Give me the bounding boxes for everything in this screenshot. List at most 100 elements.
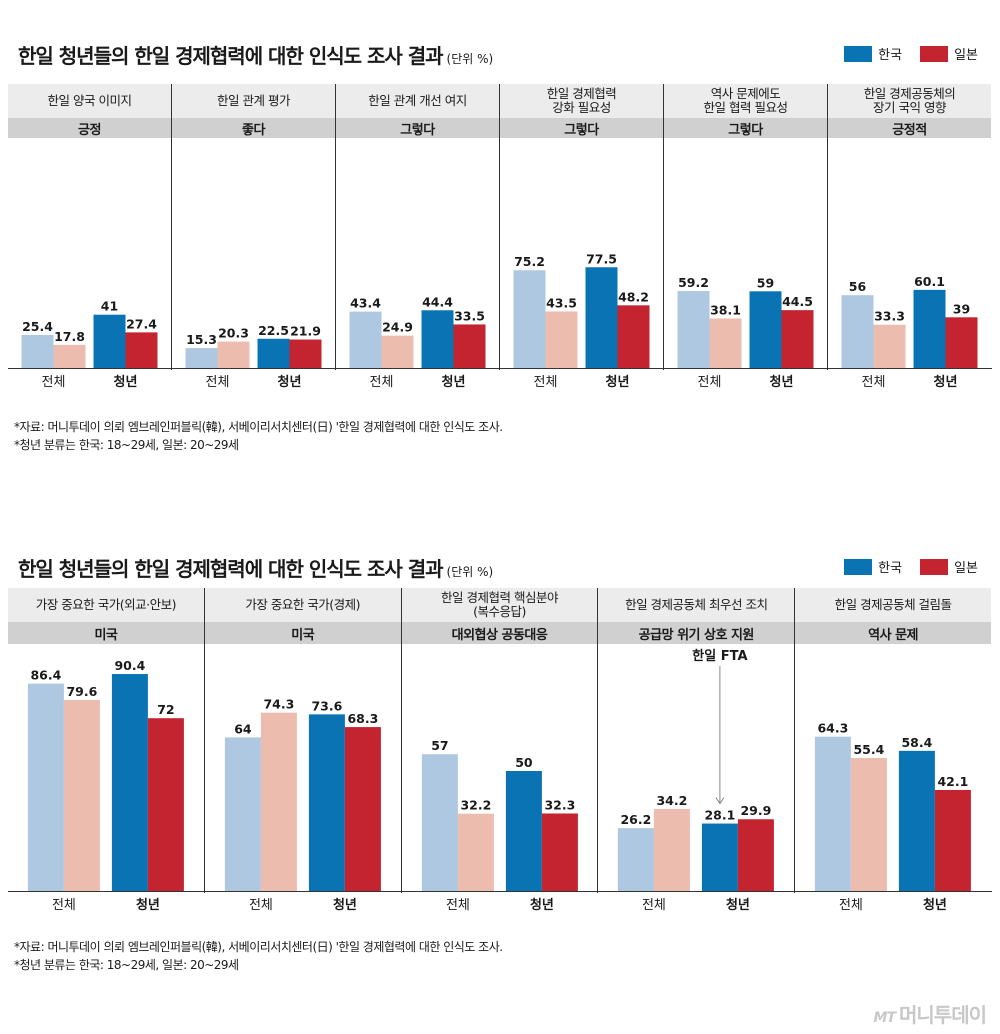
bar-value-label: 60.1 [914, 274, 945, 289]
bar-value-label: 32.3 [544, 797, 575, 812]
bar-value-label: 64.3 [818, 721, 849, 736]
bar-value-label: 50 [515, 755, 533, 770]
bar-value-label: 15.3 [186, 332, 217, 347]
bar-korea-all [513, 270, 546, 368]
bar-value-label: 90.4 [114, 658, 145, 673]
bar-value-label: 75.2 [514, 254, 545, 269]
source-line: *청년 분류는 한국: 18~29세, 일본: 20~29세 [14, 438, 239, 452]
annotation-arrow-head [715, 797, 725, 805]
bar-japan-all [63, 699, 100, 891]
bar-value-label: 22.5 [258, 323, 289, 338]
bar-korea-youth [257, 338, 290, 368]
legend-swatch-japan [920, 45, 949, 62]
category-label: 청년 [530, 897, 554, 913]
chart-panel: 한일 경제공동체 걸림돌 역사 문제 64.3 55.4 전체 58.4 42.1 청년 [795, 588, 991, 913]
bar-japan-all [709, 318, 742, 368]
bar-japan-youth [344, 727, 381, 891]
chart-panel: 한일 경제협력 핵심분야 (복수응답) 대외협상 공동대응 57 32.2 전체 50 32… [401, 588, 599, 913]
panel-answer: 긍정 [8, 118, 171, 138]
bar-japan-all [457, 813, 494, 891]
bar-japan-youth [738, 819, 775, 891]
bar-value-label: 55.4 [854, 742, 885, 757]
chart-title: 한일 청년들의 한일 경제협력에 대한 인식도 조사 결과 [18, 44, 444, 68]
panel-bars-svg: 64 74.3 전체 73.6 68.3 청년 [224, 697, 381, 913]
panel-bars-svg: 86.4 79.6 전체 90.4 72 청년 [27, 658, 184, 913]
bar-korea-youth [585, 267, 618, 368]
category-label: 청년 [923, 897, 947, 913]
bar-korea-youth [749, 291, 782, 368]
bar-value-label: 72 [157, 702, 174, 717]
legend-item-japan: 일본 [920, 44, 978, 63]
panel-bars-svg: 25.417.8 전체 41 27.4 청년 [21, 299, 158, 390]
chart-title-row: 한일 청년들의 한일 경제협력에 대한 인식도 조사 결과 (단위 %) [18, 553, 493, 593]
bar-korea-all [677, 291, 710, 368]
source-line: *자료: 머니투데이 의뢰 엠브레인퍼블릭(韓), 서베이리서치센터(日) '한… [14, 420, 503, 434]
panel-bars-svg: 15.3 20.3 전체 22.5 21.9 청년 [185, 323, 322, 390]
bar-japan-youth [125, 332, 158, 368]
bar-japan-all [654, 808, 691, 891]
source-note: *자료: 머니투데이 의뢰 엠브레인퍼블릭(韓), 서베이리서치센터(日) '한… [14, 938, 503, 974]
chart-panel: 한일 관계 평가 좋다 15.3 20.3 전체 22.5 21.9 청년 [172, 84, 336, 390]
chart-panel: 가장 중요한 국가(외교·안보) 미국 86.4 79.6 전체 90.4 72 청년 [8, 588, 205, 913]
bar-value-label: 28.1 [705, 808, 736, 823]
bar-japan-youth [453, 324, 486, 368]
bar-value-label: 58.4 [902, 735, 933, 750]
bar-value-label: 32.2 [460, 798, 491, 813]
panel-question: 가장 중요한 국가(외교·안보) [8, 588, 204, 622]
chart-unit: (단위 %) [446, 52, 494, 66]
category-label: 전체 [206, 375, 230, 390]
bar-value-label: 59.2 [678, 275, 709, 290]
bar-korea-all [421, 754, 458, 891]
panel-question: 한일 경제협력 핵심분야 (복수응답) [401, 588, 598, 622]
bar-value-label: 34.2 [657, 793, 688, 808]
chart-section-1: 한일 청년들의 한일 경제협력에 대한 인식도 조사 결과 (단위 %) 한국 … [0, 40, 1000, 460]
bar-korea-youth [93, 314, 126, 368]
category-label: 전체 [839, 898, 863, 913]
bar-value-label: 33.3 [874, 309, 905, 324]
chart-legend: 한국 일본 [844, 557, 978, 576]
bar-value-label: 59 [757, 275, 774, 290]
category-label: 청년 [726, 897, 750, 913]
category-label: 청년 [770, 374, 794, 390]
bar-value-label: 33.5 [454, 308, 485, 323]
bar-korea-youth [308, 714, 345, 891]
bar-value-label: 44.4 [422, 294, 453, 309]
panel-bars-svg: 56 33.3 전체 60.1 39 청년 [841, 274, 978, 390]
source-line: *자료: 머니투데이 의뢰 엠브레인퍼블릭(韓), 서베이리서치센터(日) '한… [14, 940, 503, 954]
chart-panel: 한일 양국 이미지 긍정 25.4 17.8 전체 41 27.4 청년 [8, 84, 172, 390]
bar-value-label: 43.4 [350, 296, 381, 311]
bar-value-label: 26.2 [621, 812, 652, 827]
panel-answer: 좋다 [172, 118, 335, 138]
bar-value-label: 44.5 [782, 294, 813, 309]
panel-answer: 미국 [204, 622, 401, 644]
bar-value-label: 57 [431, 738, 448, 753]
bar-japan-all [873, 324, 906, 368]
bar-value-label: 43.5 [546, 295, 577, 310]
bar-value-label: 20.3 [218, 326, 249, 341]
bar-korea-youth [899, 750, 936, 891]
bar-value-label: 48.2 [618, 289, 649, 304]
bar-value-label: 68.3 [347, 711, 378, 726]
bar-value-label: 38.1 [710, 302, 741, 317]
panel-question: 역사 문제에도 한일 협력 필요성 [664, 84, 827, 118]
chart-section-2: 한일 청년들의 한일 경제협력에 대한 인식도 조사 결과 (단위 %) 한국 … [0, 553, 1000, 1023]
panel-answer: 대외협상 공동대응 [401, 622, 598, 644]
bar-japan-youth [289, 339, 322, 368]
category-label: 전체 [42, 375, 66, 390]
bar-japan-youth [945, 317, 978, 368]
panel-answer: 공급망 위기 상호 지원 [598, 622, 795, 644]
category-label: 청년 [278, 374, 302, 390]
bar-value-label: 56 [849, 279, 867, 294]
bar-korea-all [841, 295, 874, 368]
bar-korea-all [224, 737, 261, 891]
chart-legend: 한국 일본 [844, 44, 978, 63]
panel-answer: 그렇다 [664, 118, 827, 138]
bar-japan-youth [781, 310, 814, 368]
panel-answer: 역사 문제 [795, 622, 991, 644]
bar-value-label: 17.8 [54, 329, 85, 344]
bar-korea-all [21, 334, 54, 368]
category-label: 전체 [370, 375, 394, 390]
panel-bars-svg: 59.238.1 전체 59 44.5 청년 [677, 275, 814, 390]
panel-bars-svg: 26.2 34.2 전체 28.1 29.9 청년 한일 FTA [618, 648, 775, 913]
panel-question: 한일 경제협력 강화 필요성 [500, 84, 663, 118]
